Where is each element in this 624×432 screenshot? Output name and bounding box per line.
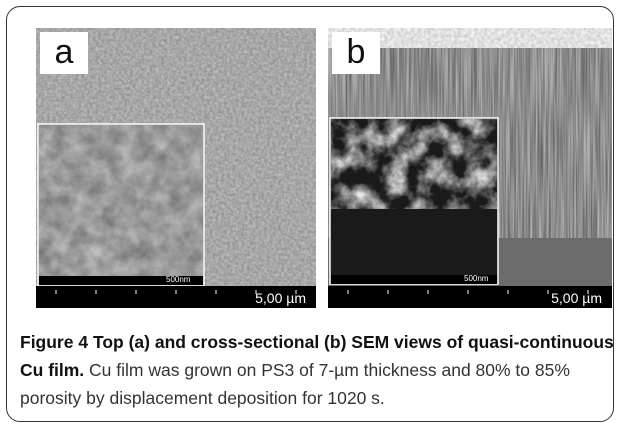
panel-a: a 500nm 5,00 µm (36, 28, 316, 308)
inset-scale-bar: 500nm (464, 274, 488, 283)
panel-b: b 500nm 5,00 µm (328, 28, 612, 308)
scale-bar: 5,00 µm (255, 290, 306, 306)
caption-text: Cu film was grown on PS3 of 7-µm thickne… (20, 360, 570, 408)
caption: Figure 4 Top (a) and cross-sectional (b)… (20, 328, 616, 412)
caption-label: Figure 4 (20, 332, 88, 352)
page: {"figure":{"panels":[{"label":"a","scale… (0, 0, 624, 432)
panel-label: a (40, 32, 88, 74)
panel-label: b (332, 32, 380, 74)
scale-bar: 5,00 µm (551, 290, 602, 306)
inset-scale-bar: 500nm (166, 275, 190, 284)
